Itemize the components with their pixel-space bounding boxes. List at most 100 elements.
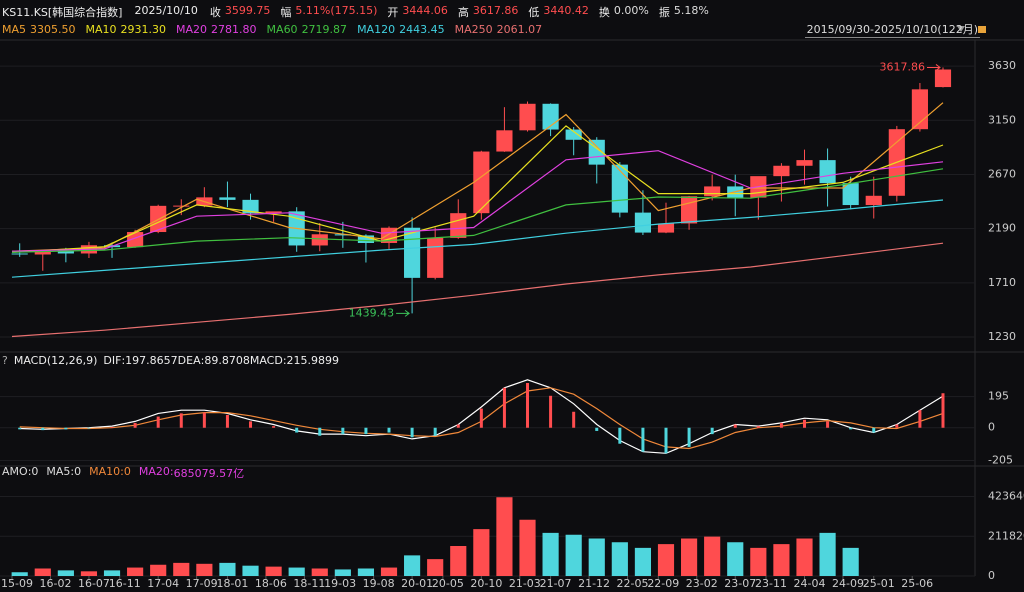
- x-tick-label: 25-01: [863, 577, 895, 590]
- candle-body: [657, 223, 675, 233]
- volume-bar: [357, 568, 375, 576]
- legend-value: 685079.57亿: [173, 467, 245, 480]
- annotation-arrow: [926, 64, 941, 71]
- volume-bar: [150, 564, 167, 576]
- y-tick-label: -205: [988, 453, 1013, 466]
- candle-body: [842, 183, 859, 206]
- volume-bar: [57, 570, 74, 576]
- macd-bar: [87, 427, 91, 429]
- stat-value: 5.18%: [673, 4, 709, 17]
- macd-legend: ? MACD(12,26,9) DIF:197.8657 DEA:89.8708 MAC…: [2, 354, 339, 367]
- legend-name: MA10: [89, 465, 121, 478]
- macd-bar: [872, 427, 876, 433]
- macd-bar: [710, 427, 714, 435]
- candle-body: [357, 235, 375, 243]
- legend-sep: :: [27, 465, 32, 478]
- legend-name: MACD: [249, 354, 283, 367]
- legend-name: MA5: [2, 23, 27, 36]
- legend-name: MA250: [454, 23, 493, 36]
- macd-bar: [272, 426, 276, 428]
- lock-icon[interactable]: [978, 26, 986, 33]
- volume-bar: [334, 569, 351, 576]
- legend-sep: :: [169, 465, 174, 478]
- y-tick-label: 195: [988, 390, 1009, 403]
- stat-value: 0.00%: [613, 4, 649, 17]
- volume-bar: [681, 538, 698, 576]
- annotation: 1439.43: [349, 306, 395, 319]
- legend-value: 215.9899: [286, 354, 340, 367]
- legend-value: 89.8708: [204, 354, 250, 367]
- candle-body: [911, 89, 928, 130]
- macd-bar: [341, 427, 345, 435]
- y-tick-label: 2190: [988, 222, 1016, 235]
- macd-bar: [133, 422, 137, 428]
- annotation: 3617.86: [879, 60, 925, 73]
- x-tick-label: 19-08: [363, 577, 395, 590]
- macd-bar: [618, 427, 622, 444]
- x-tick-label: 23-07: [724, 577, 756, 590]
- macd-bar: [110, 426, 114, 428]
- line: [11, 125, 944, 253]
- legend-value: 197.8657: [125, 354, 178, 367]
- line: [19, 379, 944, 454]
- legend-value: 2443.45: [399, 23, 445, 36]
- legend-name: MA20: [138, 465, 170, 478]
- legend-name: DEA: [177, 354, 201, 367]
- y-tick-label: 2670: [988, 167, 1016, 180]
- volume-bar: [173, 562, 190, 576]
- help-icon: ?: [2, 354, 8, 367]
- macd-bar: [549, 395, 553, 428]
- indicator-title: MACD(12,26,9): [13, 354, 98, 367]
- volume-bar: [496, 497, 513, 576]
- x-tick-label: 16-11: [109, 577, 141, 590]
- macd-bar: [687, 427, 691, 447]
- x-tick-label: 16-02: [39, 577, 71, 590]
- x-tick-label: 18-01: [216, 577, 248, 590]
- candle-body: [865, 195, 882, 206]
- x-tick-label: 18-06: [255, 577, 287, 590]
- x-tick-label: 21-07: [540, 577, 572, 590]
- macd-bar: [641, 427, 645, 452]
- macd-bar: [179, 413, 183, 428]
- y-tick-label: 423640: [988, 490, 1024, 503]
- stat-label: 开: [387, 6, 399, 19]
- x-tick-label: 19-03: [324, 577, 356, 590]
- volume-bar: [727, 542, 744, 576]
- volume-bar: [657, 544, 675, 576]
- legend-name: DIF: [103, 354, 122, 367]
- volume-bar: [219, 562, 236, 576]
- volume-bar: [796, 538, 813, 576]
- candle-body: [265, 211, 282, 214]
- x-tick-label: 21-12: [578, 577, 610, 590]
- x-tick-label: 20-05: [432, 577, 464, 590]
- x-tick-label: 15-09: [1, 577, 33, 590]
- candle-body: [11, 253, 28, 255]
- candle-body: [473, 151, 490, 214]
- macd-bar: [64, 427, 68, 430]
- candle-body: [819, 160, 836, 184]
- dropdown-icon[interactable]: [957, 26, 965, 32]
- volume-bar: [842, 547, 859, 576]
- line: [11, 150, 944, 252]
- volume-bar: [288, 567, 305, 576]
- macd-bar: [41, 427, 45, 431]
- volume-bar: [519, 519, 536, 576]
- macd-bar: [802, 419, 806, 428]
- candle-body: [427, 237, 444, 278]
- legend-sep: :: [120, 465, 124, 478]
- volume-bar: [34, 568, 51, 576]
- line: [11, 168, 944, 253]
- macd-bar: [826, 421, 830, 428]
- macd-bar: [572, 411, 576, 428]
- volume-bar: [750, 547, 767, 576]
- candle-body: [334, 234, 351, 236]
- y-tick-label: 1230: [988, 330, 1016, 343]
- macd-bar: [456, 424, 460, 428]
- annotation-arrow: [396, 309, 410, 317]
- macd-bar: [156, 416, 160, 428]
- volume-bar: [611, 542, 628, 576]
- date-range[interactable]: 2015/09/30-2025/10/10(122月): [804, 23, 980, 38]
- x-tick-label: 20-10: [470, 577, 502, 590]
- volume-bar: [427, 559, 444, 576]
